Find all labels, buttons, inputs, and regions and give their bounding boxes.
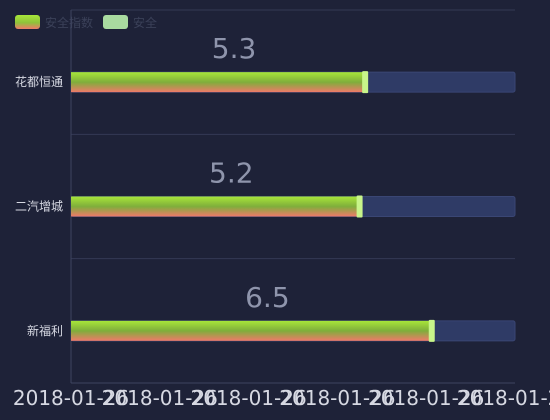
x-tick-label: 2018-01-26 xyxy=(102,386,218,410)
bar-end-marker xyxy=(356,195,363,218)
data-label: 5.3 xyxy=(212,32,257,65)
legend-swatch-safety xyxy=(103,15,129,29)
y-tick-label: 花都恒通 xyxy=(15,74,63,89)
y-tick-label: 新福利 xyxy=(27,323,63,338)
y-tick-label: 二汽增城 xyxy=(15,199,63,214)
legend-item-safety[interactable]: 安全 xyxy=(103,14,157,31)
x-tick-label: 2018-01-26 xyxy=(457,386,550,410)
legend: 安全指数 安全 xyxy=(15,14,167,30)
bar-value[interactable] xyxy=(71,72,366,93)
data-label: 6.5 xyxy=(245,281,290,314)
x-tick-label: 2018-01-26 xyxy=(368,386,484,410)
bar-end-marker xyxy=(428,319,435,342)
legend-label-safety-index: 安全指数 xyxy=(45,15,94,30)
legend-swatch-safety-index xyxy=(15,15,40,29)
bar-value[interactable] xyxy=(71,320,432,341)
legend-item-safety-index[interactable]: 安全指数 xyxy=(15,14,93,31)
bar-value[interactable] xyxy=(71,196,360,217)
data-label: 5.2 xyxy=(209,157,254,190)
legend-label-safety: 安全 xyxy=(133,15,158,30)
x-tick-label: 2018-01-26 xyxy=(279,386,395,410)
x-tick-label: 2018-01-26 xyxy=(190,386,306,410)
bar-end-marker xyxy=(362,71,369,94)
x-tick-label: 2018-01-26 xyxy=(13,386,129,410)
